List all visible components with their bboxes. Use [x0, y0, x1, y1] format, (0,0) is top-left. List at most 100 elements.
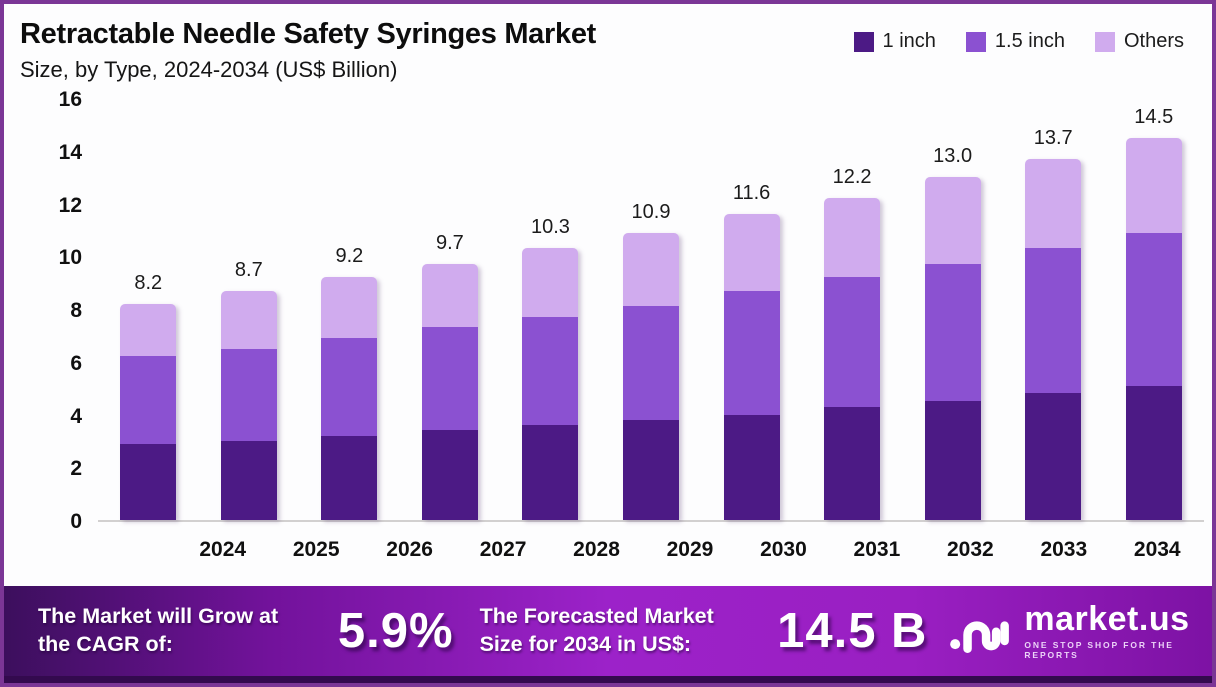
bar-segment-others — [723, 214, 780, 291]
bar-group-2025: 8.7 — [199, 100, 300, 520]
bar-group-2027: 9.7 — [400, 100, 501, 520]
bars-container: 8.2 8.7 9.2 9.7 10.3 10.9 11.6 12.2 13.0 13.7 14.5 — [98, 100, 1204, 520]
y-axis: 0 2 4 6 8 10 12 14 16 — [20, 88, 82, 533]
bar-total-label: 10.3 — [530, 216, 570, 239]
x-tick-label: 2025 — [292, 538, 340, 561]
bar-stack — [421, 264, 478, 520]
bar-segment-others — [421, 264, 478, 328]
bar-total-label: 9.7 — [436, 232, 464, 255]
bar-segment-1-inch — [1125, 385, 1182, 520]
bar-segment-1-inch — [421, 430, 478, 520]
bar-segment-1-inch — [120, 443, 177, 520]
bar-group-2034: 14.5 — [1103, 100, 1204, 520]
bar-total-label: 13.7 — [1033, 126, 1073, 149]
bar-segment-others — [623, 232, 679, 307]
bar-stack — [1025, 158, 1082, 520]
y-tick-label: 2 — [70, 457, 82, 481]
x-axis: 2024 2025 2026 2027 2028 2029 2030 2031 2032 2033… — [176, 522, 1204, 562]
bar-segment-1-inch — [522, 425, 579, 520]
x-tick-label: 2028 — [573, 538, 620, 561]
x-tick-label: 2027 — [479, 538, 527, 561]
bar-segment-1-inch — [1025, 393, 1082, 520]
y-tick-label: 16 — [58, 88, 82, 111]
legend-item-1-inch: 1 inch — [853, 30, 936, 53]
bar-group-2033: 13.7 — [1003, 100, 1104, 520]
x-tick-label: 2026 — [386, 538, 433, 561]
page-subtitle: Size, by Type, 2024-2034 (US$ Billion) — [20, 57, 398, 82]
cagr-value: 5.9% — [337, 604, 454, 658]
legend-swatch-icon — [1094, 31, 1115, 52]
bar-segment-others — [220, 290, 277, 349]
bar-stack — [924, 177, 981, 520]
bar-segment-1-5-inch — [120, 356, 177, 444]
chart-header: Retractable Needle Safety Syringes Marke… — [20, 18, 596, 83]
legend-item-1-5-inch: 1.5 inch — [965, 30, 1065, 53]
bar-segment-1-inch — [924, 401, 981, 520]
legend-label: 1.5 inch — [994, 30, 1065, 52]
bar-segment-others — [522, 248, 579, 317]
bar-stack — [623, 232, 679, 520]
bar-total-label: 8.2 — [134, 271, 163, 294]
cagr-label: The Market will Grow at the CAGR of: — [38, 604, 279, 656]
brand-block: market.us ONE STOP SHOP FOR THE REPORTS — [949, 602, 1212, 660]
bar-group-2029: 10.9 — [601, 100, 702, 520]
legend-item-others: Others — [1094, 30, 1184, 53]
bar-segment-1-inch — [723, 414, 780, 520]
bar-total-label: 10.9 — [631, 200, 671, 223]
bar-segment-1-inch — [220, 440, 277, 520]
bar-segment-1-inch — [824, 406, 881, 520]
bar-group-2032: 13.0 — [902, 100, 1003, 520]
chart-legend: 1 inch 1.5 inch Others — [853, 30, 1184, 53]
bar-stack — [723, 214, 780, 520]
bar-group-2026: 9.2 — [299, 100, 400, 520]
bar-segment-1-5-inch — [1125, 232, 1182, 386]
bar-stack — [120, 303, 177, 520]
bar-segment-1-inch — [623, 419, 679, 520]
page-title: Retractable Needle Safety Syringes Marke… — [20, 18, 597, 50]
x-tick-label: 2030 — [760, 538, 807, 561]
bar-group-2031: 12.2 — [802, 100, 903, 520]
bar-total-label: 12.2 — [832, 166, 872, 189]
bar-group-2028: 10.3 — [500, 100, 601, 520]
y-tick-label: 12 — [58, 193, 82, 217]
forecast-label: The Forecasted Market Size for 2034 in U… — [479, 604, 714, 656]
bar-segment-others — [924, 177, 981, 265]
x-tick-label: 2031 — [853, 538, 901, 561]
y-tick-label: 4 — [70, 404, 82, 428]
bar-total-label: 14.5 — [1134, 105, 1174, 128]
bar-total-label: 9.2 — [335, 245, 364, 268]
legend-label: Others — [1123, 30, 1184, 52]
bar-segment-1-5-inch — [321, 338, 378, 436]
y-tick-label: 6 — [70, 351, 82, 375]
bar-segment-1-5-inch — [522, 316, 579, 426]
market-us-logo-icon — [950, 621, 1010, 654]
bar-total-label: 11.6 — [732, 182, 771, 205]
legend-label: 1 inch — [882, 30, 936, 52]
bar-stack — [1125, 137, 1182, 520]
bar-segment-others — [321, 277, 378, 339]
x-tick-label: 2033 — [1040, 538, 1088, 561]
y-tick-label: 14 — [58, 140, 82, 164]
bar-segment-1-5-inch — [723, 290, 780, 415]
stats-banner: The Market will Grow at the CAGR of: 5.9… — [4, 586, 1212, 683]
bar-stack — [824, 198, 881, 520]
bar-segment-1-5-inch — [421, 327, 478, 431]
legend-swatch-icon — [965, 31, 986, 52]
y-tick-label: 10 — [58, 246, 82, 270]
bar-segment-1-5-inch — [924, 264, 981, 402]
bar-segment-others — [120, 303, 177, 357]
bar-stack — [522, 248, 579, 520]
bar-segment-others — [824, 198, 881, 278]
bar-total-label: 8.7 — [234, 258, 263, 281]
bar-segment-1-5-inch — [623, 306, 679, 420]
bar-segment-1-5-inch — [824, 277, 881, 407]
brand-name: market.us — [1024, 600, 1190, 638]
bar-segment-others — [1025, 158, 1082, 249]
y-tick-label: 0 — [70, 510, 82, 533]
x-tick-label: 2024 — [199, 538, 247, 561]
bar-stack — [321, 277, 378, 520]
x-tick-label: 2029 — [666, 538, 714, 561]
forecast-value: 14.5 B — [777, 604, 928, 658]
bar-segment-1-5-inch — [220, 348, 277, 441]
bar-segment-1-5-inch — [1025, 248, 1082, 394]
